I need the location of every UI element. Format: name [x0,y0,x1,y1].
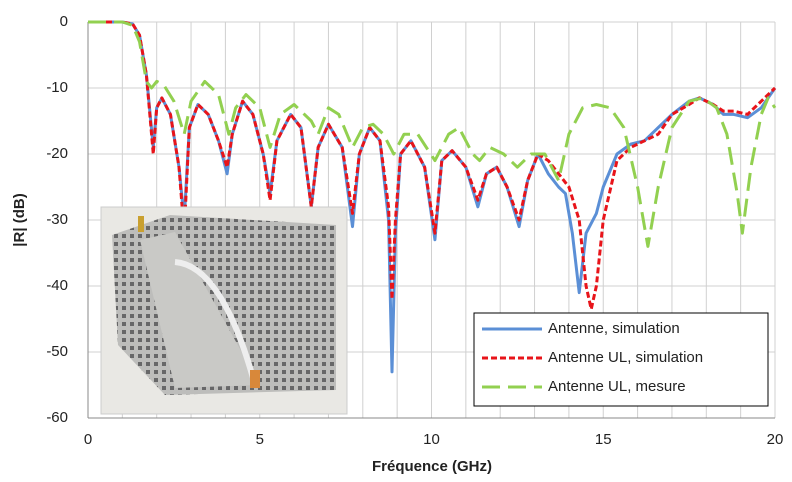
y-axis-label: |R| (dB) [11,193,28,246]
inset-photo [100,206,348,415]
y-tick-label: -30 [46,211,68,228]
y-tick-label: 0 [60,13,68,30]
y-tick-label: -20 [46,145,68,162]
lines [88,20,777,374]
x-tick-label: 10 [423,431,440,448]
y-tick-label: -10 [46,79,68,96]
x-axis-label: Fréquence (GHz) [372,458,492,475]
legend: Antenne, simulation Antenne UL, simulatio… [473,312,769,407]
series-line [88,20,777,311]
y-tick-label: -40 [46,277,68,294]
y-tick-label: -50 [46,343,68,360]
legend-label: Antenne UL, mesure [548,378,686,395]
y-tick-label: -60 [46,409,68,426]
legend-label: Antenne UL, simulation [548,349,703,366]
x-tick-label: 20 [767,431,784,448]
x-tick-label: 15 [595,431,612,448]
x-tick-label: 5 [256,431,264,448]
x-tick-label: 0 [84,431,92,448]
series-line [88,20,777,248]
legend-label: Antenne, simulation [548,320,680,337]
